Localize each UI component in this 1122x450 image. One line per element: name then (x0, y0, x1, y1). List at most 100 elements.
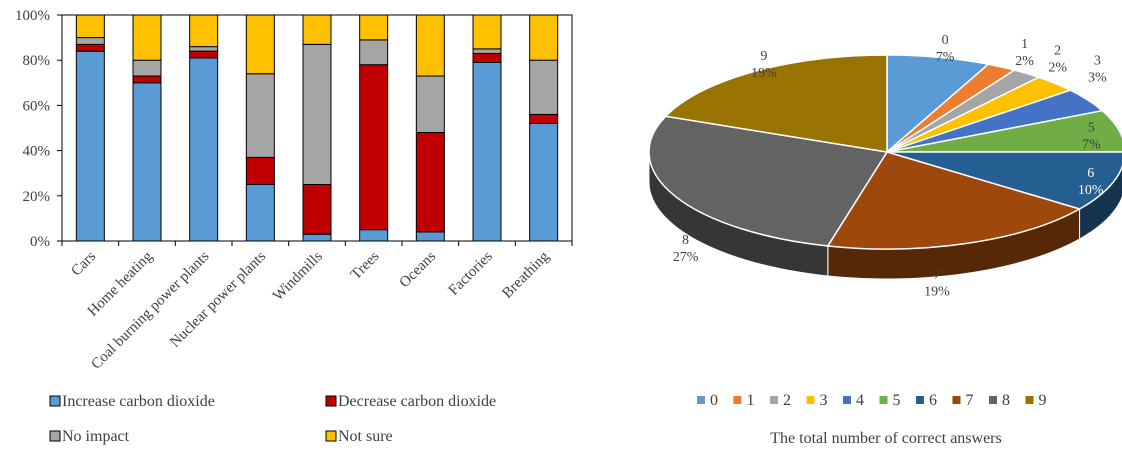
bar-segment (189, 57, 219, 242)
pie-chart: 07%12%22%33%44%57%610%719%827%919%012345… (648, 33, 1122, 447)
bar-segment (75, 50, 105, 242)
pie-slice (648, 115, 889, 247)
bar-segment (472, 52, 502, 63)
bar-segment (245, 14, 275, 75)
pie-category-label: 6 (1087, 166, 1094, 181)
pie-data-labels: 07%12%22%33%44%57%610%719%827%919% (673, 33, 1107, 300)
legend-swatch (806, 396, 815, 404)
bar-segment (472, 48, 502, 54)
bar-segment (245, 184, 275, 242)
bar-segment (245, 156, 275, 186)
bar-segment (415, 231, 445, 242)
pie-slice (664, 54, 888, 153)
legend-swatch (989, 396, 997, 404)
bar-segment (415, 75, 445, 134)
bar-segment (302, 184, 332, 235)
legend-label: 3 (820, 392, 828, 409)
legend-swatch (697, 396, 705, 404)
y-tick-label: 80% (23, 53, 51, 69)
legend-label: 8 (1002, 392, 1010, 409)
pie-slice (826, 151, 1082, 250)
bar-segment (132, 82, 162, 242)
y-tick-label: 60% (23, 98, 51, 114)
bar-segment (75, 37, 105, 45)
x-tick-label: Coal burning power plants (88, 248, 212, 372)
legend-label: 0 (710, 392, 718, 409)
pie-category-label: 0 (942, 33, 949, 48)
pie-category-label: 2 (1054, 43, 1061, 58)
bar-segment (359, 14, 389, 41)
pie-category-label: 7 (933, 268, 940, 283)
x-tick-label: Nuclear power plants (167, 248, 269, 350)
x-tick-label: Trees (348, 248, 383, 283)
legend-label: 4 (856, 392, 864, 409)
bar-segment (302, 43, 332, 185)
pie-slice (886, 109, 1122, 153)
x-tick-label: Factories (446, 248, 496, 298)
bar-segment (472, 14, 502, 50)
pie-slice (886, 54, 990, 154)
pie-percent-label: 7% (936, 50, 955, 65)
bar-segment (415, 14, 445, 77)
legend-swatch (325, 395, 337, 407)
pie-category-label: 5 (1088, 120, 1095, 135)
bar-segment (529, 122, 559, 242)
legend-label: No impact (62, 428, 130, 445)
x-tick-label: Windmills (270, 248, 326, 304)
x-tick-label: Breathing (499, 248, 552, 301)
x-tick-label: Cars (68, 248, 99, 279)
bar-segment (132, 59, 162, 77)
legend-swatch (325, 430, 337, 442)
y-tick-label: 40% (23, 144, 51, 160)
legend-label: 2 (783, 392, 791, 409)
legend-swatch (952, 396, 961, 404)
bar-segment (189, 14, 219, 48)
pie-percent-label: 2% (1048, 60, 1067, 75)
bar-segment (529, 59, 559, 115)
bar-segment (529, 113, 559, 124)
pie-percent-label: 19% (924, 285, 950, 300)
bar-segment (189, 46, 219, 52)
legend-label: 7 (966, 392, 974, 409)
legend-label: 9 (1039, 392, 1047, 409)
legend-label: 6 (929, 392, 937, 409)
legend-label: Decrease carbon dioxide (338, 393, 496, 410)
legend-label: 1 (747, 392, 755, 409)
bar-segment (415, 132, 445, 233)
bar-segment (75, 14, 105, 39)
bar-segment (75, 43, 105, 52)
pie-category-label: 3 (1094, 53, 1101, 68)
pie-percent-label: 19% (751, 66, 777, 81)
pie-percent-label: 3% (1088, 70, 1107, 85)
bar-segment (359, 229, 389, 242)
pie-percent-label: 10% (1078, 183, 1104, 198)
y-tick-label: 0% (30, 234, 50, 250)
legend-label: Increase carbon dioxide (62, 393, 215, 410)
y-tick-label: 20% (23, 189, 51, 205)
pie-tops (648, 54, 1122, 250)
legend-swatch (49, 395, 61, 407)
bar-segment (359, 39, 389, 66)
bar-segment (132, 75, 162, 84)
legend-label: 5 (893, 392, 901, 409)
bar-segment (302, 14, 332, 45)
pie-percent-label: 7% (1082, 137, 1101, 152)
pie-percent-label: 27% (673, 250, 699, 265)
bar-segment (472, 61, 502, 242)
legend-swatch (770, 396, 778, 404)
legend-label: Not sure (338, 428, 393, 445)
legend-swatch (49, 430, 61, 442)
legend-swatch (733, 396, 742, 404)
pie-legend: 0 1 2 3 4 5 6 7 8 9 (697, 392, 1047, 409)
chart-title: The total number of correct answers (770, 430, 1001, 447)
x-tick-label: Oceans (397, 248, 440, 291)
legend-swatch (1025, 396, 1034, 404)
pie-slice (886, 151, 1122, 210)
y-tick-label: 100% (15, 8, 50, 24)
bar-segment (529, 14, 559, 61)
legend-swatch (916, 396, 924, 404)
legend-swatch (879, 396, 888, 404)
bar-segment (189, 50, 219, 59)
